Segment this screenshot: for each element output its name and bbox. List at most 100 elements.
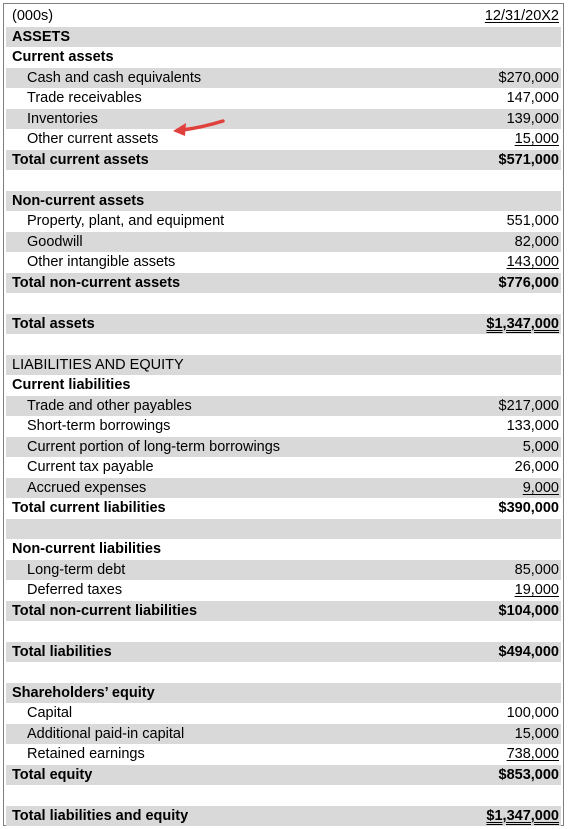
spacer-row xyxy=(6,621,561,642)
line-item-value-text: 19,000 xyxy=(514,582,559,598)
line-item-row: Current tax payable 26,000 xyxy=(6,457,561,478)
line-item-value-text: 15,000 xyxy=(514,725,559,742)
line-item-value-text: 143,000 xyxy=(506,254,559,270)
line-item-label: Capital xyxy=(27,705,73,721)
balance-sheet-rows: (000s) 12/31/20X2 ASSETS Current assets Ca… xyxy=(6,6,561,826)
line-item-value: $494,000 xyxy=(499,642,559,663)
line-item-value: 133,000 xyxy=(507,416,559,437)
spacer-row xyxy=(6,170,561,191)
line-item-value-text: 100,000 xyxy=(506,705,559,721)
line-item-row: Trade receivables 147,000 xyxy=(6,88,561,109)
line-item-value: $776,000 xyxy=(499,273,559,294)
spacer-row xyxy=(6,293,561,314)
line-item-label: Total current liabilities xyxy=(12,500,166,516)
line-item-label: Accrued expenses xyxy=(27,479,147,496)
line-item-label: Property, plant, and equipment xyxy=(27,213,225,229)
line-item-row: Total non-current assets $776,000 xyxy=(6,272,561,294)
line-item-label: Shareholders’ equity xyxy=(12,684,155,701)
line-item-value-text: $494,000 xyxy=(498,643,559,660)
spacer-row xyxy=(6,518,561,539)
line-item-label: Current tax payable xyxy=(27,459,154,475)
line-item-label: Trade and other payables xyxy=(27,397,192,414)
line-item-label: LIABILITIES AND EQUITY xyxy=(12,356,184,373)
line-item-value: $390,000 xyxy=(499,498,559,519)
units-label: (000s) xyxy=(12,8,54,24)
line-item-label: Inventories xyxy=(27,110,98,127)
line-item-label: Goodwill xyxy=(27,233,83,250)
line-item-row: ASSETS xyxy=(6,26,561,47)
line-item-value-text: 738,000 xyxy=(506,746,559,762)
line-item-label: Deferred taxes xyxy=(27,582,123,598)
header-row: (000s) 12/31/20X2 xyxy=(6,6,561,27)
line-item-label: Retained earnings xyxy=(27,746,145,762)
line-item-row: Inventories 139,000 xyxy=(6,108,561,130)
line-item-label: Current assets xyxy=(12,49,114,65)
line-item-row: Shareholders’ equity xyxy=(6,682,561,703)
line-item-row: Cash and cash equivalents $270,000 xyxy=(6,67,561,89)
line-item-label: Total liabilities and equity xyxy=(12,807,189,824)
line-item-label: Total non-current assets xyxy=(12,274,181,291)
line-item-label: Total assets xyxy=(12,315,95,332)
spacer-row xyxy=(6,662,561,683)
line-item-value-text: $776,000 xyxy=(498,274,559,291)
line-item-row: Current assets xyxy=(6,47,561,68)
line-item-value-text: $853,000 xyxy=(498,766,559,783)
line-item-value: 15,000 xyxy=(515,724,559,745)
line-item-value-text: 15,000 xyxy=(514,131,559,147)
line-item-value: 9,000 xyxy=(523,478,559,499)
line-item-value-text: $1,347,000 xyxy=(486,315,559,332)
line-item-value-text: 139,000 xyxy=(506,110,559,127)
line-item-row: Goodwill 82,000 xyxy=(6,231,561,253)
line-item-value: 85,000 xyxy=(515,560,559,581)
line-item-value: 19,000 xyxy=(515,580,559,601)
line-item-row: Total current assets $571,000 xyxy=(6,149,561,170)
line-item-value: 139,000 xyxy=(507,109,559,130)
line-item-label: Total current assets xyxy=(12,151,149,168)
line-item-row: Short-term borrowings 133,000 xyxy=(6,416,561,437)
line-item-label: Other current assets xyxy=(27,131,159,147)
line-item-value-text: 133,000 xyxy=(506,418,559,434)
line-item-row: Other current assets 15,000 xyxy=(6,129,561,150)
line-item-value: 551,000 xyxy=(507,211,559,232)
line-item-value: 15,000 xyxy=(515,129,559,150)
line-item-value: 82,000 xyxy=(515,232,559,253)
line-item-label: Current portion of long-term borrowings xyxy=(27,438,281,455)
line-item-value-text: 9,000 xyxy=(522,479,559,496)
line-item-value: 143,000 xyxy=(507,252,559,273)
line-item-value: $853,000 xyxy=(499,765,559,786)
line-item-row: Property, plant, and equipment 551,000 xyxy=(6,211,561,232)
line-item-value: $1,347,000 xyxy=(486,806,559,827)
line-item-label: Current liabilities xyxy=(12,377,131,393)
line-item-value-text: 5,000 xyxy=(522,438,559,455)
line-item-label: ASSETS xyxy=(12,28,71,45)
line-item-row: Deferred taxes 19,000 xyxy=(6,580,561,601)
line-item-row: LIABILITIES AND EQUITY xyxy=(6,354,561,375)
line-item-value: 100,000 xyxy=(507,703,559,724)
line-item-value-text: $217,000 xyxy=(498,397,559,414)
line-item-row: Current portion of long-term borrowings 5… xyxy=(6,436,561,457)
spacer-row xyxy=(6,785,561,806)
line-item-value: $217,000 xyxy=(499,396,559,417)
line-item-label: Trade receivables xyxy=(27,90,142,106)
line-item-label: Non-current assets xyxy=(12,192,145,209)
line-item-value: $270,000 xyxy=(499,68,559,89)
line-item-row: Long-term debt 85,000 xyxy=(6,559,561,581)
line-item-row: Total liabilities $494,000 xyxy=(6,641,561,663)
spacer-row xyxy=(6,334,561,355)
line-item-label: Non-current liabilities xyxy=(12,541,162,557)
balance-sheet: (000s) 12/31/20X2 ASSETS Current assets Ca… xyxy=(3,3,564,826)
line-item-row: Total liabilities and equity $1,347,000 xyxy=(6,805,561,827)
line-item-value-text: $104,000 xyxy=(498,602,559,619)
line-item-row: Non-current assets xyxy=(6,190,561,211)
line-item-value: $1,347,000 xyxy=(486,314,559,335)
line-item-row: Total equity $853,000 xyxy=(6,764,561,786)
line-item-value: 738,000 xyxy=(507,744,559,765)
line-item-label: Short-term borrowings xyxy=(27,418,171,434)
line-item-value: $104,000 xyxy=(499,601,559,622)
line-item-row: Current liabilities xyxy=(6,375,561,396)
line-item-label: Additional paid-in capital xyxy=(27,725,185,742)
line-item-row: Retained earnings 738,000 xyxy=(6,744,561,765)
line-item-label: Cash and cash equivalents xyxy=(27,69,202,86)
line-item-row: Total non-current liabilities $104,000 xyxy=(6,600,561,622)
line-item-value-text: $1,347,000 xyxy=(486,807,559,824)
